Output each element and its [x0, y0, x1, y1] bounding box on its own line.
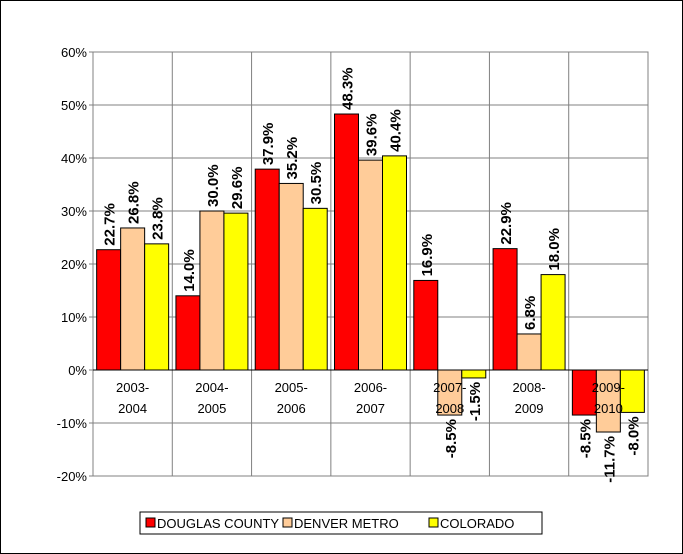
value-label: 37.9%	[260, 123, 277, 166]
value-label: 18.0%	[546, 228, 563, 271]
bar	[223, 212, 249, 371]
bar	[437, 369, 463, 416]
value-label: 29.6%	[229, 167, 246, 210]
value-label: 22.9%	[498, 202, 515, 245]
x-tick-label: 2009-2010	[592, 380, 625, 416]
bar	[120, 227, 146, 371]
bar	[461, 369, 487, 379]
value-label: 16.9%	[419, 234, 436, 277]
legend-swatch	[145, 517, 156, 528]
bar	[175, 295, 201, 371]
value-label: 35.2%	[284, 137, 301, 180]
bar	[199, 210, 225, 371]
bar	[96, 249, 122, 371]
legend-label: DENVER METRO	[294, 516, 399, 531]
y-tick-label: 50%	[61, 98, 87, 113]
value-label: 30.0%	[205, 164, 222, 207]
x-tick-label: 2003-2004	[116, 380, 149, 416]
bar	[144, 243, 170, 371]
value-label: -8.5%	[577, 419, 594, 458]
value-label: -11.7%	[601, 436, 618, 483]
value-label: -8.5%	[443, 419, 460, 458]
bar	[358, 159, 383, 371]
bar	[413, 279, 439, 371]
legend-label: COLORADO	[440, 516, 514, 531]
bar	[382, 155, 407, 371]
y-tick-label: 40%	[61, 151, 87, 166]
y-tick-label: 10%	[61, 310, 87, 325]
value-label: -1.5%	[467, 382, 484, 421]
x-tick-label: 2006-2007	[354, 380, 387, 416]
y-tick-label: 30%	[61, 204, 87, 219]
x-tick-label: 2005-2006	[275, 380, 308, 416]
x-tick-label: 2004-2005	[195, 380, 228, 416]
bar	[492, 248, 518, 371]
value-label: 6.8%	[522, 296, 539, 330]
bar	[278, 182, 304, 371]
y-tick-label: 60%	[61, 45, 87, 60]
x-tick-label: 2007-2008	[433, 380, 466, 416]
legend-box	[139, 511, 543, 535]
legend-swatch	[428, 517, 439, 528]
value-label: 22.7%	[102, 203, 119, 246]
legend-swatch	[282, 517, 293, 528]
value-label: 26.8%	[126, 181, 143, 224]
value-label: -8.0%	[625, 416, 642, 455]
value-label: 48.3%	[340, 67, 357, 110]
y-tick-label: 0%	[68, 363, 87, 378]
bar	[516, 333, 542, 371]
x-tick-label: 2008-2009	[512, 380, 545, 416]
bar	[254, 168, 280, 371]
value-label: 40.4%	[388, 109, 405, 152]
legend-label: DOUGLAS COUNTY	[157, 516, 279, 531]
y-tick-label: -10%	[57, 416, 88, 431]
bar	[334, 113, 359, 371]
value-label: 23.8%	[150, 197, 167, 240]
y-tick-label: -20%	[57, 469, 88, 484]
y-tick-label: 20%	[61, 257, 87, 272]
bar	[540, 274, 566, 371]
bar	[571, 369, 597, 416]
bar	[619, 369, 645, 413]
bar	[302, 207, 328, 371]
value-label: 39.6%	[364, 114, 381, 157]
value-label: 14.0%	[181, 249, 198, 292]
value-label: 30.5%	[308, 162, 325, 205]
